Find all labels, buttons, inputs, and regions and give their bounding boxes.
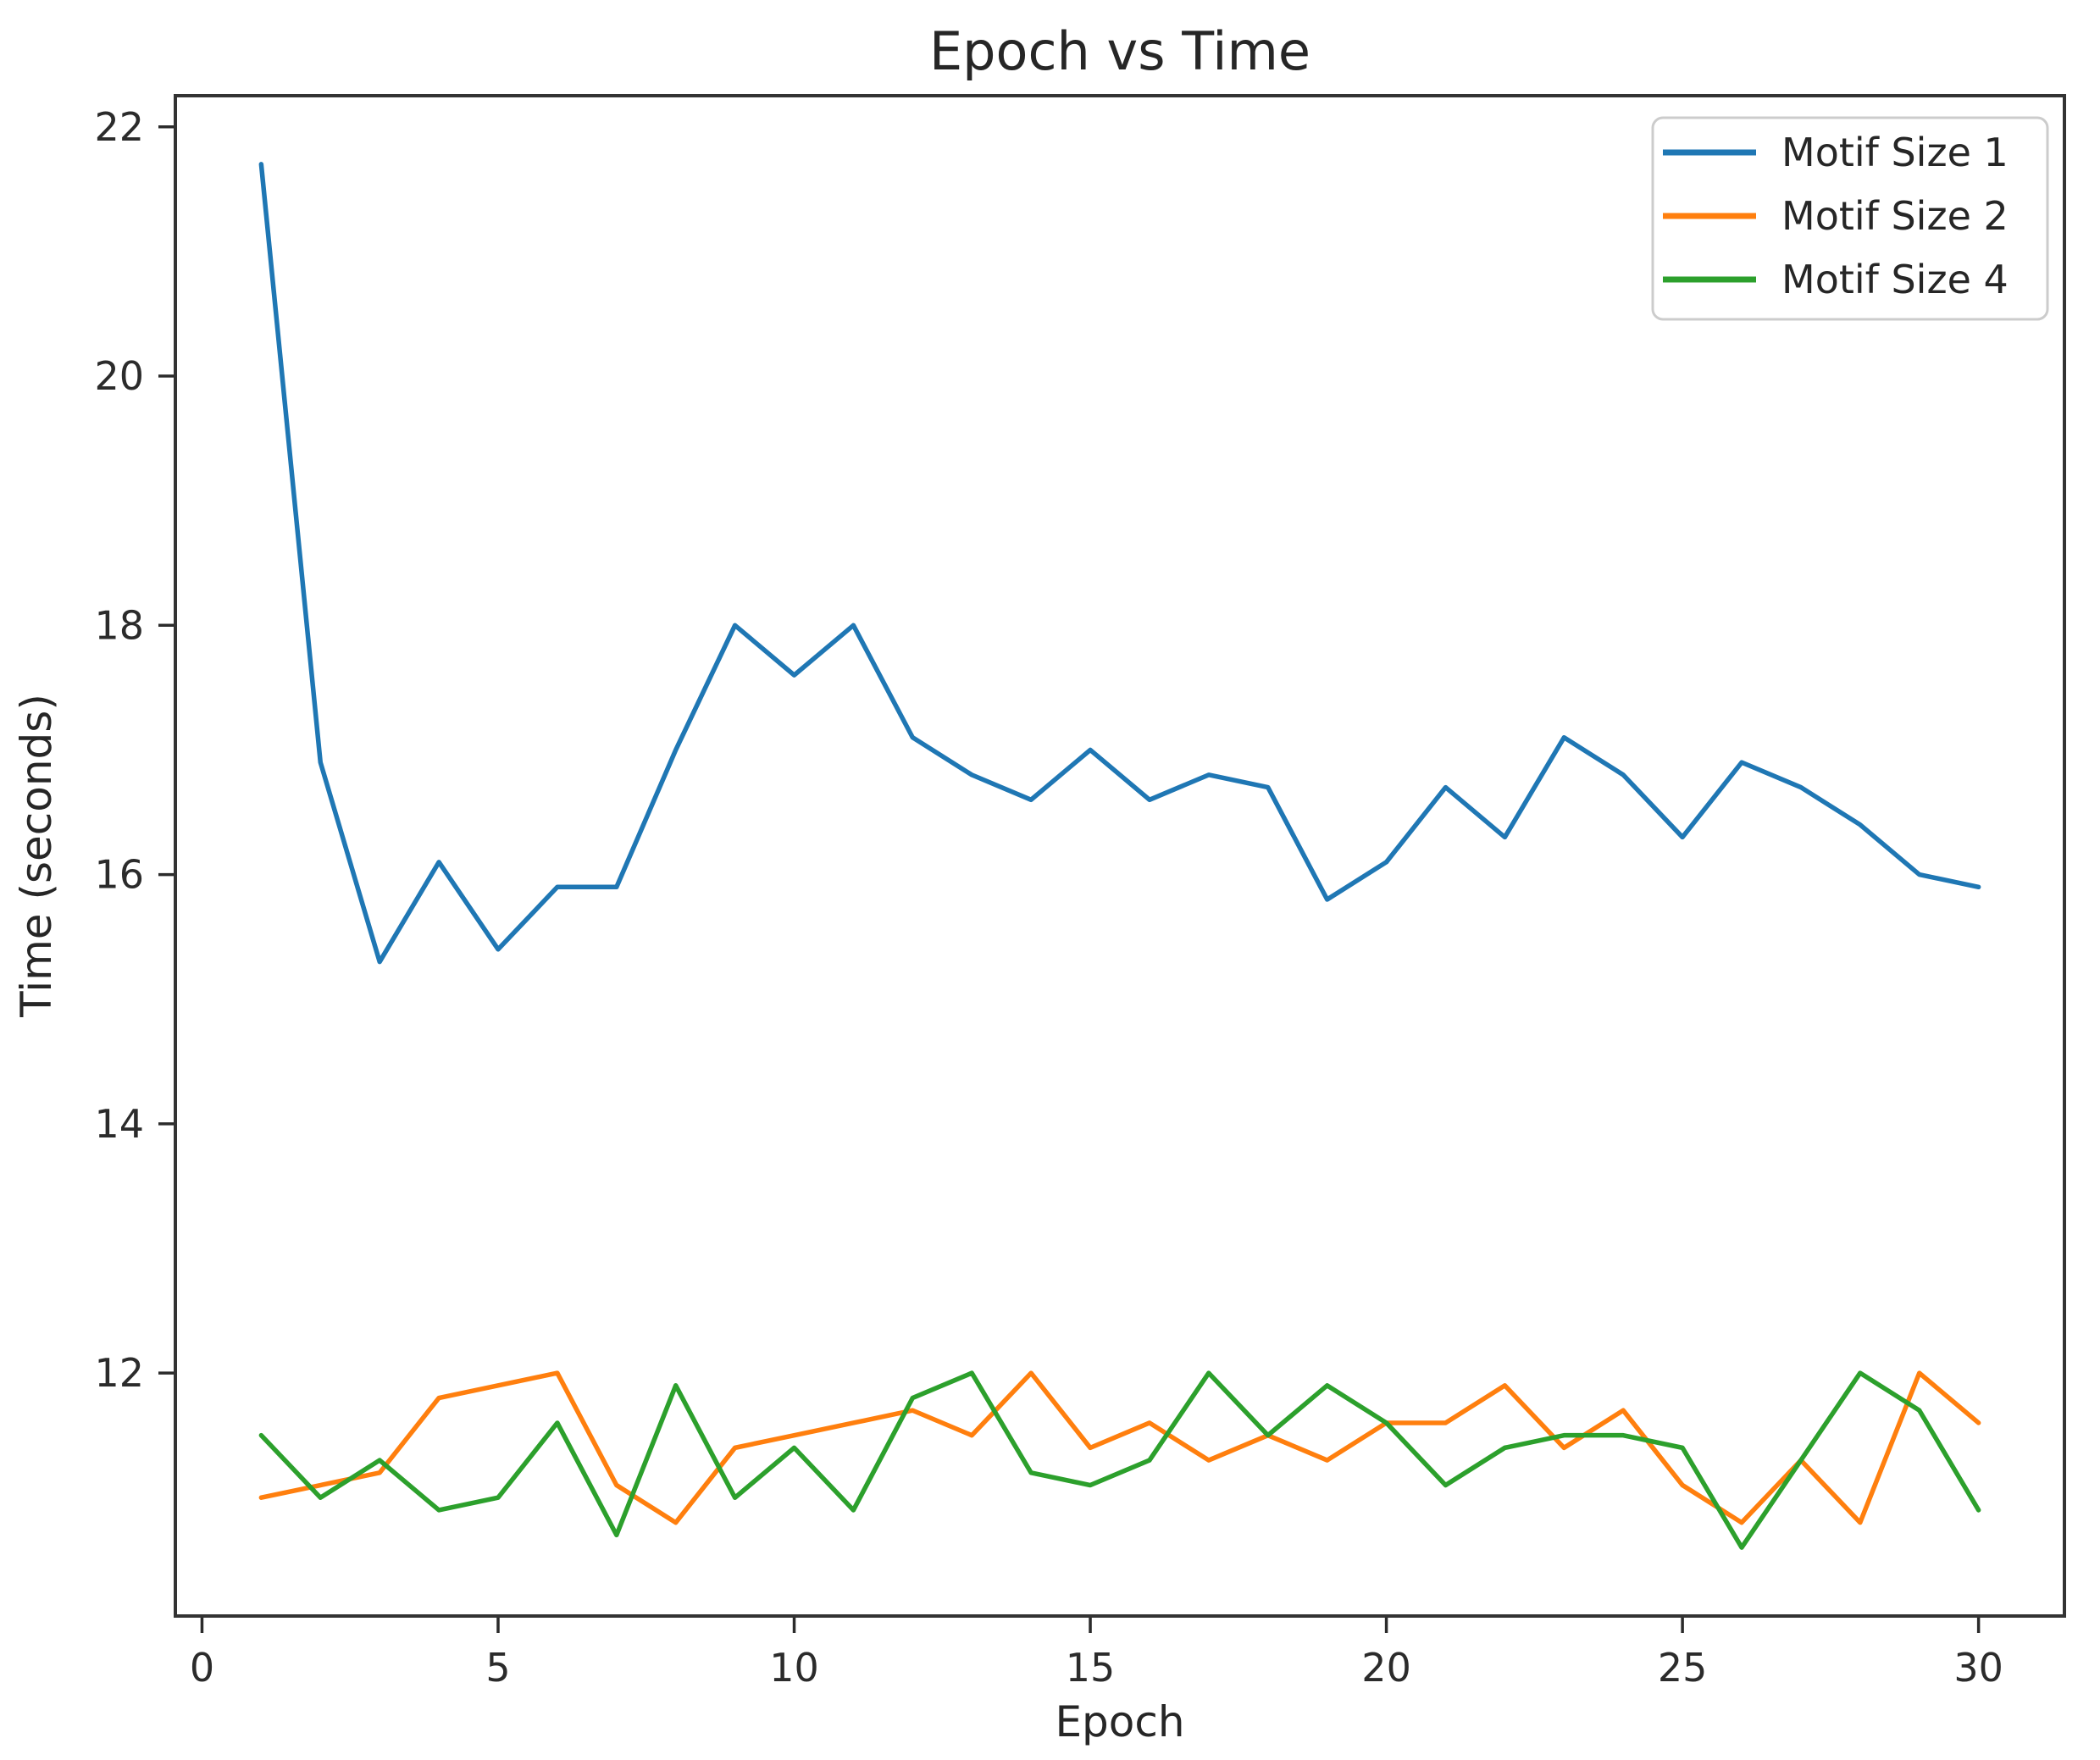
x-tick-label: 30 — [1953, 1645, 2003, 1691]
legend-entry: Motif Size 2 — [1663, 193, 2009, 239]
legend-box — [1651, 116, 2049, 321]
legend-entry: Motif Size 4 — [1663, 257, 2009, 302]
legend-entry: Motif Size 1 — [1663, 130, 2009, 175]
series-line-motif-size-1 — [258, 162, 1981, 965]
y-tick-label: 18 — [94, 602, 144, 648]
y-tick-label: 12 — [94, 1350, 144, 1396]
legend: Motif Size 1 Motif Size 2 Motif Size 4 — [1651, 116, 2049, 321]
legend-label: Motif Size 2 — [1781, 193, 2009, 239]
plot-border — [174, 94, 2066, 1618]
axis-ticks: 0 5 10 15 20 25 30 12 14 16 18 20 22 — [94, 104, 2003, 1691]
x-tick-label: 0 — [190, 1645, 214, 1691]
x-tick-label: 5 — [485, 1645, 510, 1691]
y-axis-label: Time (seconds) — [12, 694, 61, 1018]
series-lines — [258, 162, 1981, 1550]
series-line-motif-size-2 — [258, 1370, 1981, 1525]
y-tick-label: 16 — [94, 852, 144, 898]
y-tick-label: 14 — [94, 1101, 144, 1147]
x-axis-label: Epoch — [1055, 1697, 1184, 1746]
legend-label: Motif Size 4 — [1781, 257, 2009, 302]
x-tick-label: 15 — [1066, 1645, 1116, 1691]
x-tick-label: 10 — [769, 1645, 819, 1691]
legend-label: Motif Size 1 — [1781, 130, 2009, 175]
y-tick-label: 20 — [94, 353, 144, 399]
x-tick-label: 20 — [1361, 1645, 1411, 1691]
chart-title: Epoch vs Time — [929, 20, 1310, 82]
series-line-motif-size-4 — [258, 1370, 1981, 1550]
x-tick-label: 25 — [1658, 1645, 1708, 1691]
y-tick-label: 22 — [94, 104, 144, 150]
